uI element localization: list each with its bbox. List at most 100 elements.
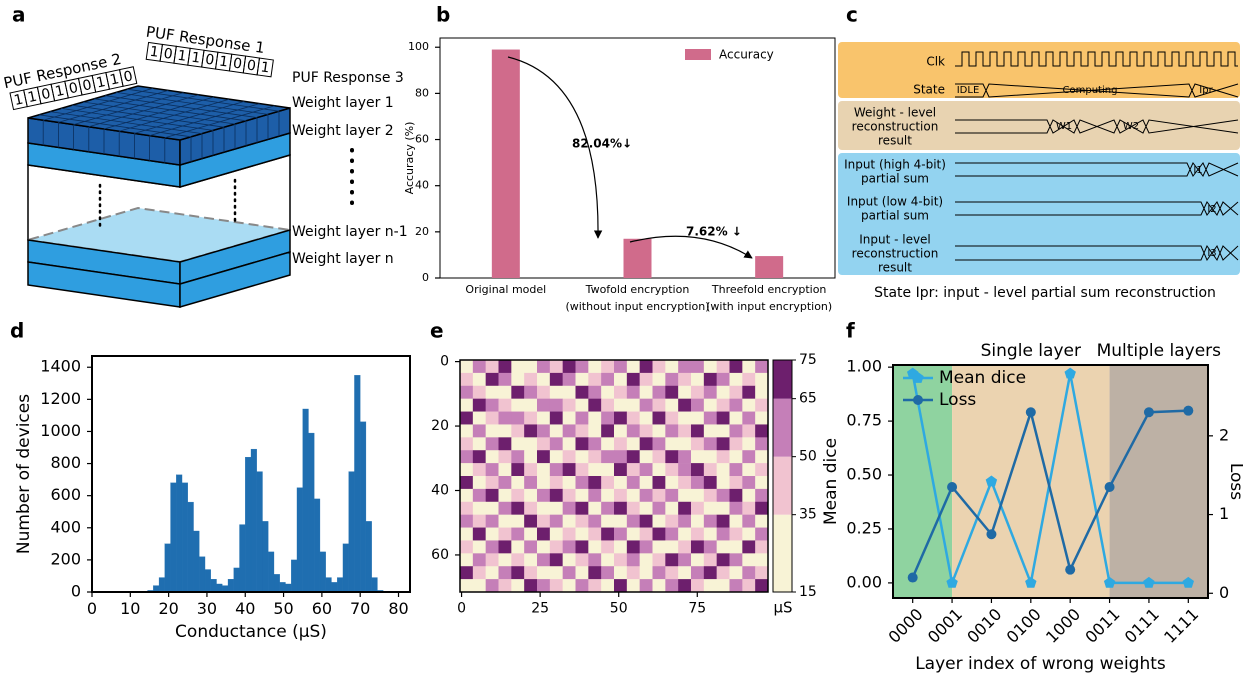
state-idle: IDLE [957, 85, 980, 96]
heatmap-cell [703, 360, 717, 374]
input-high-label: Input (high 4-bit) [844, 158, 946, 172]
heatmap-cell [485, 579, 499, 593]
heatmap-cell [472, 527, 486, 541]
marker [1143, 407, 1154, 418]
histogram-bar [354, 375, 361, 593]
heatmap-cell [511, 514, 525, 528]
series-line [911, 407, 1189, 579]
heatmap-cell [691, 385, 705, 399]
layer-label: Weight layer n [292, 251, 394, 267]
heatmap-cell [691, 579, 705, 593]
heatmap-cell [537, 514, 551, 528]
heatmap-cell [460, 463, 474, 477]
heatmap-cell [549, 385, 563, 399]
heatmap-cell [729, 553, 743, 567]
heatmap-cell [575, 372, 589, 387]
heatmap-cell [614, 579, 628, 593]
heatmap-cell [588, 437, 602, 451]
heatmap-cell [537, 501, 551, 515]
histogram-bar [199, 556, 206, 593]
bit: 0 [81, 77, 93, 95]
heatmap-cell [755, 437, 769, 451]
region-label: Multiple layers [1097, 341, 1222, 361]
heatmap-cell [511, 437, 525, 451]
heatmap-cell [639, 579, 653, 593]
colorbar-label: μS [773, 599, 792, 617]
heatmap-cell [729, 450, 743, 464]
heatmap-cell [691, 476, 705, 490]
y-tick-label: 1000 [40, 421, 81, 440]
heatmap-cell [755, 488, 769, 503]
heatmap-cell [678, 476, 692, 490]
heatmap-cell [755, 527, 769, 541]
heatmap-cell [472, 514, 486, 528]
heatmap-cell [639, 476, 653, 490]
heatmap-cell [575, 411, 589, 425]
heatmap-cell [537, 540, 551, 554]
x-tick-label: Original model [465, 283, 546, 296]
heatmap-cell [511, 476, 525, 490]
heatmap-cell [742, 398, 756, 412]
y-tick-label: 1 [1219, 504, 1229, 523]
heatmap-cell [575, 398, 589, 412]
y-tick-label: 80 [415, 86, 429, 99]
heatmap-cell [614, 398, 628, 412]
heatmap-cell [588, 463, 602, 477]
y-tick-label: 0 [440, 354, 449, 370]
heatmap-cell [575, 553, 589, 567]
y-tick-label: 0.25 [846, 518, 882, 537]
heatmap-cell [588, 424, 602, 438]
heatmap-cell [537, 527, 551, 541]
heatmap-cell [652, 463, 666, 477]
x-tick-label: (with input encryption) [706, 300, 832, 313]
heatmap-cell [626, 424, 640, 438]
y-tick-label: 40 [415, 179, 429, 192]
heatmap-cell [588, 527, 602, 541]
heatmap-cell [472, 540, 486, 554]
heatmap-cell [614, 424, 628, 438]
heatmap-cell [742, 527, 756, 541]
state-label: State [913, 83, 945, 97]
x-tick-label: 20 [158, 599, 178, 618]
histogram-bar [291, 559, 298, 593]
heatmap-cell [472, 579, 486, 593]
heatmap-cell [729, 501, 743, 515]
puf-response: PUF Response 11 0 1 1 0 1 0 0 1 [145, 23, 274, 78]
input-low-label: Input (low 4-bit) [847, 195, 943, 209]
heatmap-cell [511, 398, 525, 412]
input-result-label: reconstruction [852, 247, 939, 261]
heatmap-cell [639, 398, 653, 412]
input-low-label: partial sum [861, 209, 929, 223]
heatmap-cell [460, 553, 474, 567]
heatmap-cell [601, 424, 615, 438]
heatmap-cell [549, 424, 563, 438]
heatmap-cell [549, 398, 563, 412]
heatmap-cell [472, 463, 486, 477]
bit: 0 [67, 80, 79, 98]
heatmap-cell [575, 514, 589, 528]
heatmap-cell [549, 476, 563, 490]
clk-label: Clk [926, 55, 945, 69]
clock-wave [955, 51, 1238, 67]
heatmap-cell [626, 527, 640, 541]
heatmap-cell [639, 463, 653, 477]
histogram-bar [285, 583, 292, 593]
puf-label: PUF Response 3 [292, 70, 404, 86]
heatmap-cell [716, 372, 730, 387]
marker [1065, 564, 1076, 575]
heatmap-cell [614, 527, 628, 541]
heatmap-cell [549, 527, 563, 541]
heatmap-cell [524, 579, 538, 593]
heatmap-cell [755, 553, 769, 567]
heatmap-cell [703, 450, 717, 464]
y-tick-label: 100 [408, 40, 429, 53]
heatmap-cell [652, 540, 666, 554]
heatmap-cell [575, 385, 589, 399]
region-label: Single layer [981, 341, 1081, 361]
heatmap-cell [498, 360, 512, 374]
heatmap-cell [601, 488, 615, 503]
cell-line [104, 95, 258, 118]
x-axis-label: Conductance (μS) [175, 622, 327, 642]
heatmap-cell [562, 514, 576, 528]
heatmap-cell [652, 553, 666, 567]
